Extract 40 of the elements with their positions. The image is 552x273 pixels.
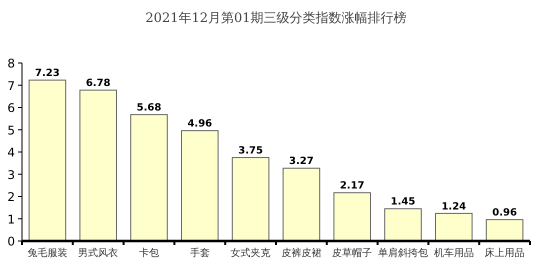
y-tick-label: 4 <box>7 146 15 160</box>
x-tick-label: 女式夹克 <box>230 247 271 259</box>
bar <box>79 90 117 242</box>
data-label: 5.68 <box>136 102 162 114</box>
y-tick-label: 8 <box>7 56 15 70</box>
data-label: 0.96 <box>492 208 517 219</box>
x-tick-label: 男式风衣 <box>78 247 118 259</box>
x-tick-label: 兔毛服装 <box>27 247 68 259</box>
data-label: 6.78 <box>86 78 111 90</box>
y-tick-label: 2 <box>7 190 15 204</box>
data-label: 7.23 <box>35 68 60 80</box>
data-label: 2.17 <box>340 180 365 192</box>
y-tick-label: 0 <box>7 234 15 248</box>
data-label: 3.75 <box>238 146 263 157</box>
y-tick-label: 7 <box>7 78 15 93</box>
data-label: 1.24 <box>441 201 466 212</box>
x-tick-label: 皮裤皮裙 <box>281 247 322 259</box>
x-tick-label: 手套 <box>190 247 210 259</box>
bar <box>333 192 371 242</box>
y-tick-label: 1 <box>7 212 15 226</box>
y-tick-label: 6 <box>7 101 15 115</box>
bar <box>486 219 524 242</box>
x-tick-label: 机车用品 <box>434 247 474 259</box>
bar <box>232 157 270 242</box>
bar <box>435 212 473 242</box>
data-label: 1.45 <box>390 196 416 208</box>
bar <box>282 168 320 242</box>
bar <box>384 208 422 242</box>
data-label: 3.27 <box>289 156 314 168</box>
x-tick-label: 皮草帽子 <box>332 247 372 259</box>
x-tick-label: 卡包 <box>139 247 159 259</box>
bar <box>28 80 66 242</box>
data-label: 4.96 <box>187 118 212 130</box>
bar <box>181 130 219 242</box>
y-tick-label: 3 <box>7 168 15 182</box>
x-tick-label: 床上用品 <box>484 247 525 259</box>
chart-title: 2021年12月第01期三级分类指数涨幅排行榜 <box>145 11 407 26</box>
y-tick-label: 5 <box>7 123 15 138</box>
x-tick-label: 单肩斜挎包 <box>378 247 428 259</box>
bar <box>130 114 168 242</box>
